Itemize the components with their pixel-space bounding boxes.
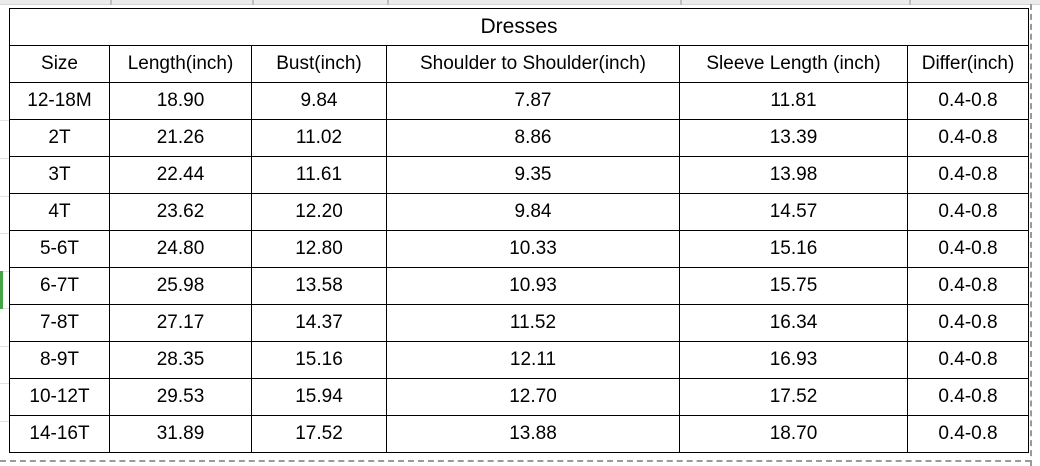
column-header-shoulder-to-shoulder-inch[interactable]: Shoulder to Shoulder(inch) (386, 45, 680, 83)
gridline-tick (252, 0, 254, 5)
column-header-sleeve-length-inch[interactable]: Sleeve Length (inch) (679, 45, 908, 83)
value-cell[interactable]: 18.70 (679, 415, 908, 453)
value-cell[interactable]: 10.93 (386, 267, 680, 305)
value-cell[interactable]: 11.02 (251, 119, 387, 157)
row-gridline-stub (0, 158, 9, 159)
column-header-size[interactable]: Size (9, 45, 110, 83)
value-cell[interactable]: 10.33 (386, 230, 680, 268)
table-row-4t: 4T 23.62 12.20 9.84 14.57 0.4-0.8 (9, 193, 1029, 231)
size-cell[interactable]: 12-18M (9, 82, 110, 120)
value-cell[interactable]: 0.4-0.8 (907, 378, 1029, 416)
row-gridline-stub (0, 346, 9, 347)
table-row-7-8t: 7-8T 27.17 14.37 11.52 16.34 0.4-0.8 (9, 304, 1029, 342)
value-cell[interactable]: 12.80 (251, 230, 387, 268)
value-cell[interactable]: 24.80 (109, 230, 252, 268)
page-break-line-horizontal (0, 460, 1031, 462)
gridline-tick (110, 0, 112, 5)
value-cell[interactable]: 21.26 (109, 119, 252, 157)
row-gridline-stub (0, 271, 9, 272)
value-cell[interactable]: 8.86 (386, 119, 680, 157)
value-cell[interactable]: 13.58 (251, 267, 387, 305)
column-header-bust-inch[interactable]: Bust(inch) (251, 45, 387, 83)
table-title-cell[interactable]: Dresses (9, 8, 1029, 46)
value-cell[interactable]: 17.52 (251, 415, 387, 453)
size-cell[interactable]: 8-9T (9, 341, 110, 379)
value-cell[interactable]: 13.88 (386, 415, 680, 453)
value-cell[interactable]: 15.16 (251, 341, 387, 379)
row-gridline-stub (0, 308, 9, 309)
value-cell[interactable]: 12.11 (386, 341, 680, 379)
value-cell[interactable]: 25.98 (109, 267, 252, 305)
gridline-tick (387, 0, 389, 5)
size-chart-table: Dresses Size Length(inch) Bust(inch) Should… (9, 8, 1029, 453)
column-header-differ-inch[interactable]: Differ(inch) (907, 45, 1029, 83)
size-cell[interactable]: 2T (9, 119, 110, 157)
gridline-tick (680, 0, 682, 5)
value-cell[interactable]: 0.4-0.8 (907, 267, 1029, 305)
size-cell[interactable]: 4T (9, 193, 110, 231)
sheet-gridline-strip (0, 0, 1040, 5)
page-break-line-vertical (1030, 4, 1032, 466)
size-cell[interactable]: 5-6T (9, 230, 110, 268)
value-cell[interactable]: 15.75 (679, 267, 908, 305)
value-cell[interactable]: 14.57 (679, 193, 908, 231)
value-cell[interactable]: 9.84 (251, 82, 387, 120)
value-cell[interactable]: 22.44 (109, 156, 252, 194)
value-cell[interactable]: 0.4-0.8 (907, 341, 1029, 379)
table-row-14-16t: 14-16T 31.89 17.52 13.88 18.70 0.4-0.8 (9, 415, 1029, 453)
table-row-6-7t: 6-7T 25.98 13.58 10.93 15.75 0.4-0.8 (9, 267, 1029, 305)
value-cell[interactable]: 16.93 (679, 341, 908, 379)
size-cell[interactable]: 14-16T (9, 415, 110, 453)
value-cell[interactable]: 23.62 (109, 193, 252, 231)
value-cell[interactable]: 13.98 (679, 156, 908, 194)
value-cell[interactable]: 9.35 (386, 156, 680, 194)
value-cell[interactable]: 0.4-0.8 (907, 82, 1029, 120)
value-cell[interactable]: 31.89 (109, 415, 252, 453)
size-cell[interactable]: 3T (9, 156, 110, 194)
value-cell[interactable]: 0.4-0.8 (907, 156, 1029, 194)
value-cell[interactable]: 28.35 (109, 341, 252, 379)
table-row-12-18m: 12-18M 18.90 9.84 7.87 11.81 0.4-0.8 (9, 82, 1029, 120)
value-cell[interactable]: 0.4-0.8 (907, 304, 1029, 342)
value-cell[interactable]: 0.4-0.8 (907, 119, 1029, 157)
size-cell[interactable]: 7-8T (9, 304, 110, 342)
table-row-3t: 3T 22.44 11.61 9.35 13.98 0.4-0.8 (9, 156, 1029, 194)
row-gridline-stub (0, 421, 9, 422)
table-row-2t: 2T 21.26 11.02 8.86 13.39 0.4-0.8 (9, 119, 1029, 157)
row-gridline-stub (0, 196, 9, 197)
value-cell[interactable]: 17.52 (679, 378, 908, 416)
active-row-indicator (0, 271, 3, 309)
value-cell[interactable]: 13.39 (679, 119, 908, 157)
value-cell[interactable]: 0.4-0.8 (907, 230, 1029, 268)
size-cell[interactable]: 6-7T (9, 267, 110, 305)
size-cell[interactable]: 10-12T (9, 378, 110, 416)
value-cell[interactable]: 9.84 (386, 193, 680, 231)
value-cell[interactable]: 27.17 (109, 304, 252, 342)
value-cell[interactable]: 11.81 (679, 82, 908, 120)
table-row-8-9t: 8-9T 28.35 15.16 12.11 16.93 0.4-0.8 (9, 341, 1029, 379)
header-row: Size Length(inch) Bust(inch) Shoulder to Sh… (9, 45, 1029, 83)
row-gridline-stub (0, 383, 9, 384)
title-row: Dresses (9, 8, 1029, 46)
value-cell[interactable]: 0.4-0.8 (907, 415, 1029, 453)
table-row-10-12t: 10-12T 29.53 15.94 12.70 17.52 0.4-0.8 (9, 378, 1029, 416)
value-cell[interactable]: 15.94 (251, 378, 387, 416)
value-cell[interactable]: 7.87 (386, 82, 680, 120)
gridline-tick (909, 0, 911, 5)
row-gridline-stub (0, 233, 9, 234)
value-cell[interactable]: 12.20 (251, 193, 387, 231)
value-cell[interactable]: 0.4-0.8 (907, 193, 1029, 231)
value-cell[interactable]: 11.61 (251, 156, 387, 194)
value-cell[interactable]: 18.90 (109, 82, 252, 120)
value-cell[interactable]: 12.70 (386, 378, 680, 416)
value-cell[interactable]: 11.52 (386, 304, 680, 342)
value-cell[interactable]: 29.53 (109, 378, 252, 416)
row-gridline-stub (0, 120, 9, 121)
table-row-5-6t: 5-6T 24.80 12.80 10.33 15.16 0.4-0.8 (9, 230, 1029, 268)
value-cell[interactable]: 16.34 (679, 304, 908, 342)
value-cell[interactable]: 14.37 (251, 304, 387, 342)
column-header-length-inch[interactable]: Length(inch) (109, 45, 252, 83)
value-cell[interactable]: 15.16 (679, 230, 908, 268)
